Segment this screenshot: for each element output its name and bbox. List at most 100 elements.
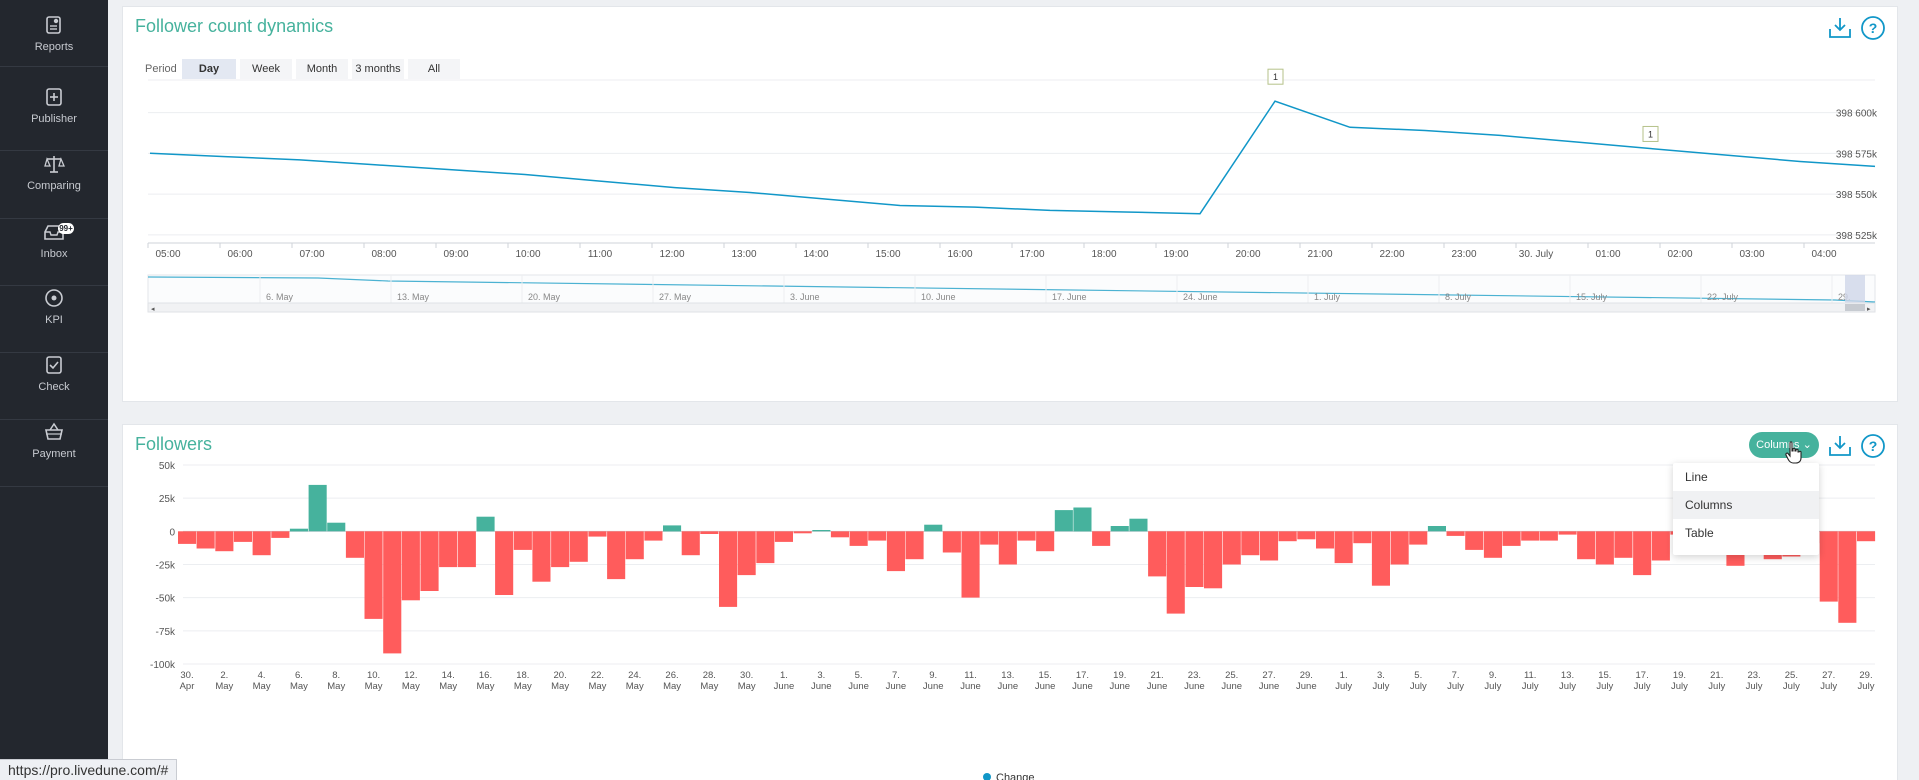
x-tick-label: 08:00 [371,249,396,260]
navigator-label: 10. June [921,292,956,302]
help-icon[interactable]: ? [1860,433,1886,459]
view-type-label: Columns [1756,439,1800,451]
x-tick-label: 28. May [700,670,718,692]
download-icon[interactable] [1827,433,1853,459]
view-option-line[interactable]: Line [1685,470,1708,484]
y-tick-label: -75k [156,627,176,638]
period-all-button[interactable]: All [408,59,460,79]
x-tick-label: 24. May [626,670,644,692]
x-tick-label: 7. June [886,670,907,692]
report-icon [46,16,61,34]
navigator-label: 20. May [528,292,561,302]
bar [961,531,980,598]
x-tick-label: 13. June [998,670,1019,692]
bar [457,531,476,568]
chevron-down-icon: ⌄ [1802,439,1812,451]
x-tick-label: 12:00 [659,249,684,260]
x-tick-label: 22:00 [1379,249,1404,260]
bar [663,525,682,532]
period-month-button[interactable]: Month [296,59,348,79]
x-tick-label: 29. June [1296,670,1317,692]
basket-icon [45,422,63,440]
sidebar-item-label: Check [38,381,70,393]
view-option-columns[interactable]: Columns [1673,491,1819,519]
event-flag-label: 1 [1648,129,1653,139]
bar [1353,531,1372,544]
bar [1502,531,1521,546]
x-tick-label: 23:00 [1451,249,1476,260]
navigator-label: 27. May [659,292,692,302]
y-tick-label: 25k [159,494,176,505]
period-day-button[interactable]: Day [182,59,236,79]
sidebar-item-label: Payment [32,448,76,460]
bar [1129,518,1148,532]
y-tick-label: -25k [156,561,176,572]
download-icon[interactable] [1827,15,1853,41]
help-icon[interactable]: ? [1860,15,1886,41]
bar [1577,531,1596,560]
view-type-dropdown[interactable]: Columns ⌄ [1749,432,1819,458]
bar [289,528,308,532]
navigator-label: 3. June [790,292,820,302]
view-option-table[interactable]: Table [1685,526,1714,540]
navigator-scrollbar [147,302,1876,313]
x-tick-label: 20. May [551,670,569,692]
x-tick-label: 15:00 [875,249,900,260]
x-tick-label: 10:00 [515,249,540,260]
x-tick-label: 02:00 [1667,249,1692,260]
bar [1819,531,1838,602]
navigator-label: 1. July [1314,292,1341,302]
period-3-months-button[interactable]: 3 months [352,59,404,79]
sidebar-item-label: KPI [45,314,63,326]
x-tick-label: 11:00 [588,249,613,260]
status-bar-url: https://pro.livedune.com/# [0,759,178,780]
x-tick-label: 11. June [960,670,981,692]
sidebar-item-inbox[interactable]: 99+ Inbox [0,219,108,286]
sidebar-item-payment[interactable]: Payment [0,420,108,487]
sidebar-item-check[interactable]: Check [0,353,108,420]
sidebar-item-kpi[interactable]: KPI [0,286,108,353]
x-tick-label: 19. June [1109,670,1130,692]
bar [308,484,327,532]
x-tick-label: 09:00 [443,249,468,260]
bar [1838,531,1857,623]
bar [588,531,607,537]
period-week-button[interactable]: Week [240,59,292,79]
bar [607,531,626,580]
bar [830,531,849,538]
sidebar-item-label: Inbox [40,248,68,260]
bar [1316,531,1335,549]
x-tick-label: 9. June [923,670,944,692]
x-tick-label: 29. July [1858,670,1875,692]
event-flag [1642,125,1659,142]
x-tick-label: 21:00 [1307,249,1332,260]
bar [1036,531,1055,552]
bar [1222,531,1241,565]
x-tick-label: 20:00 [1235,249,1260,260]
event-flag-label: 1 [1273,72,1278,82]
navigator-label: 8. July [1445,292,1472,302]
x-tick-label: 17. July [1634,670,1651,692]
sidebar-item-comparing[interactable]: Comparing [0,152,108,219]
followers-bar-chart: 50k 25k 0 -25k -50k -75k -100k 30. Apr 2. May 4. May… [150,461,1876,692]
chart-legend[interactable]: Change [983,772,1035,780]
x-tick-label: 1. June [774,670,795,692]
sidebar-item-reports[interactable]: Reports [0,0,108,67]
x-tick-label: 25. July [1783,670,1800,692]
x-tick-label: 06:00 [227,249,252,260]
x-tick-label: 16:00 [947,249,972,260]
bar [700,531,719,534]
bar [1371,531,1390,586]
scroll-left-icon: ◂ [151,306,155,313]
inbox-badge: 99+ [58,223,74,234]
x-tick-label: 19. July [1671,670,1688,692]
sidebar-item-publisher[interactable]: Publisher [0,84,108,151]
bar [233,531,252,542]
bar [401,531,420,601]
bar [1260,531,1279,561]
bar [178,531,197,544]
bar [271,531,290,538]
navigator-label: 17. June [1052,292,1087,302]
y-tick-label: 398 575k [1836,149,1878,160]
legend-dot-icon [983,773,991,780]
